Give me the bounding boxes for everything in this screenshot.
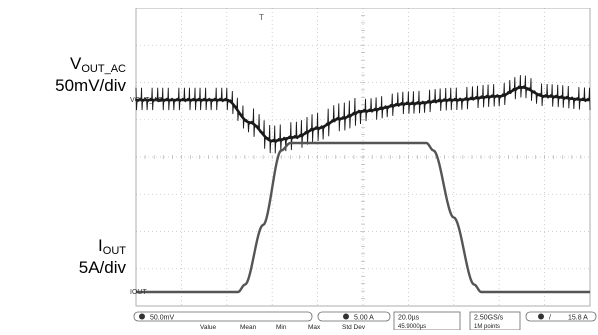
- ch1-indicator-icon: [139, 313, 145, 320]
- vout-symbol: V: [70, 54, 82, 73]
- readout-bar-bg: [128, 310, 598, 330]
- iout-trace-group: [136, 141, 590, 294]
- ch2-ground-marker: IOUT: [130, 289, 147, 296]
- sample-rate-readout: 2.50GS/s: [474, 315, 504, 322]
- graticule: [135, 7, 591, 307]
- timebase-readout: 20.0µs: [398, 315, 420, 322]
- iout-axis-label: IOUT 5A/div: [0, 236, 126, 278]
- vout-trace-group: [135, 75, 591, 154]
- oscilloscope-screen: T VOUT_AC IOUT 50.0mV 5.00 A 20.0µs 45.9…: [128, 7, 598, 331]
- trigger-position-marker: T: [259, 13, 264, 22]
- measurement-headers: Value Mean Min Max Std Dev: [200, 324, 366, 331]
- measurement-header: Std Dev: [342, 324, 366, 330]
- iout-subscript: OUT: [102, 245, 126, 257]
- ch1-readout-box: [133, 311, 313, 322]
- trigger-slope-icon: /: [549, 315, 551, 322]
- ch2-readout-box: [317, 311, 391, 322]
- iout-trace: [136, 141, 590, 294]
- vout-envelope: [136, 86, 591, 143]
- oscilloscope-svg: T VOUT_AC IOUT 50.0mV 5.00 A 20.0µs 45.9…: [128, 7, 598, 331]
- record-length-readout: 1M points: [474, 324, 500, 330]
- iout-symbol: I: [98, 236, 103, 255]
- position-readout: 45.9000µs: [398, 324, 426, 330]
- measurement-header: Min: [276, 324, 287, 330]
- ch1-ground-marker: VOUT_AC: [130, 97, 163, 104]
- measurement-header: Value: [200, 324, 217, 330]
- trigger-readout-box: [525, 311, 597, 322]
- trigger-marker-glyph: T: [259, 13, 264, 22]
- iout-scale-label: 5A/div: [78, 258, 126, 277]
- readout-bar: 50.0mV 5.00 A 20.0µs 45.9000µs 2.50GS/s …: [128, 310, 598, 331]
- ch2-scale-readout: 5.00 A: [354, 315, 374, 322]
- ch2-indicator-icon: [343, 313, 349, 320]
- vout-scale-label: 50mV/div: [55, 76, 126, 95]
- measurement-header: Max: [308, 324, 321, 330]
- trigger-source-icon: [538, 313, 544, 320]
- vout-axis-label: VOUT_AC 50mV/div: [0, 54, 126, 96]
- measurement-header: Mean: [240, 324, 257, 330]
- vout-subscript: OUT_AC: [81, 63, 126, 75]
- ch1-scale-readout: 50.0mV: [150, 315, 174, 322]
- trigger-level-readout: 15.8 A: [568, 315, 588, 322]
